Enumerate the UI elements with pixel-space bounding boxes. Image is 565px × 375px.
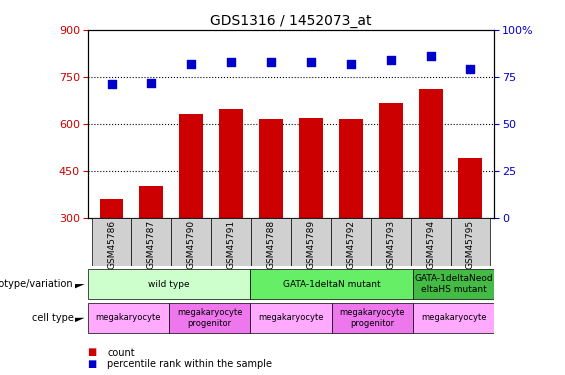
Bar [211, 217, 251, 266]
Text: ■: ■ [88, 348, 97, 357]
Title: GDS1316 / 1452073_at: GDS1316 / 1452073_at [210, 13, 372, 28]
Bar [169, 303, 250, 333]
Text: GSM45789: GSM45789 [306, 220, 315, 269]
Bar [88, 269, 250, 299]
Bar [371, 217, 411, 266]
Bar [171, 217, 211, 266]
Bar [413, 303, 494, 333]
Bar [299, 118, 323, 218]
Text: percentile rank within the sample: percentile rank within the sample [107, 359, 272, 369]
Bar [250, 303, 332, 333]
Bar [92, 217, 132, 266]
Bar [413, 269, 494, 299]
Bar [88, 303, 169, 333]
Bar [132, 217, 171, 266]
Point [227, 59, 236, 65]
Bar [339, 119, 363, 218]
Text: GSM45787: GSM45787 [147, 220, 156, 269]
Polygon shape [75, 318, 85, 322]
Point [346, 61, 355, 67]
Text: GSM45788: GSM45788 [267, 220, 276, 269]
Point [306, 59, 315, 65]
Bar [419, 89, 442, 218]
Bar [332, 303, 413, 333]
Bar [140, 186, 163, 218]
Bar [259, 119, 283, 218]
Text: GATA-1deltaNeod
eltaHS mutant: GATA-1deltaNeod eltaHS mutant [414, 274, 493, 294]
Text: GATA-1deltaN mutant: GATA-1deltaN mutant [283, 280, 380, 289]
Text: ■: ■ [88, 359, 97, 369]
Text: GSM45792: GSM45792 [346, 220, 355, 269]
Polygon shape [75, 284, 85, 289]
Text: megakaryocyte
progenitor: megakaryocyte progenitor [340, 308, 405, 327]
Bar [411, 217, 450, 266]
Text: cell type: cell type [32, 313, 73, 323]
Bar [251, 217, 291, 266]
Text: GSM45793: GSM45793 [386, 220, 395, 269]
Point [107, 81, 116, 87]
Text: GSM45786: GSM45786 [107, 220, 116, 269]
Text: GSM45795: GSM45795 [466, 220, 475, 269]
Bar [458, 158, 483, 218]
Text: megakaryocyte: megakaryocyte [421, 314, 486, 322]
Text: wild type: wild type [148, 280, 190, 289]
Point [466, 66, 475, 72]
Text: GSM45790: GSM45790 [187, 220, 195, 269]
Bar [179, 114, 203, 218]
Bar [450, 217, 490, 266]
Point [187, 61, 196, 67]
Text: megakaryocyte
progenitor: megakaryocyte progenitor [177, 308, 242, 327]
Bar [99, 199, 124, 217]
Bar [250, 269, 413, 299]
Bar [291, 217, 331, 266]
Text: genotype/variation: genotype/variation [0, 279, 73, 289]
Text: count: count [107, 348, 135, 357]
Text: GSM45791: GSM45791 [227, 220, 236, 269]
Bar [331, 217, 371, 266]
Text: GSM45794: GSM45794 [426, 220, 435, 269]
Point [386, 57, 395, 63]
Text: megakaryocyte: megakaryocyte [95, 314, 161, 322]
Point [267, 59, 276, 65]
Bar [379, 104, 403, 218]
Point [147, 80, 156, 86]
Text: megakaryocyte: megakaryocyte [258, 314, 324, 322]
Bar [219, 109, 243, 217]
Point [426, 53, 435, 59]
